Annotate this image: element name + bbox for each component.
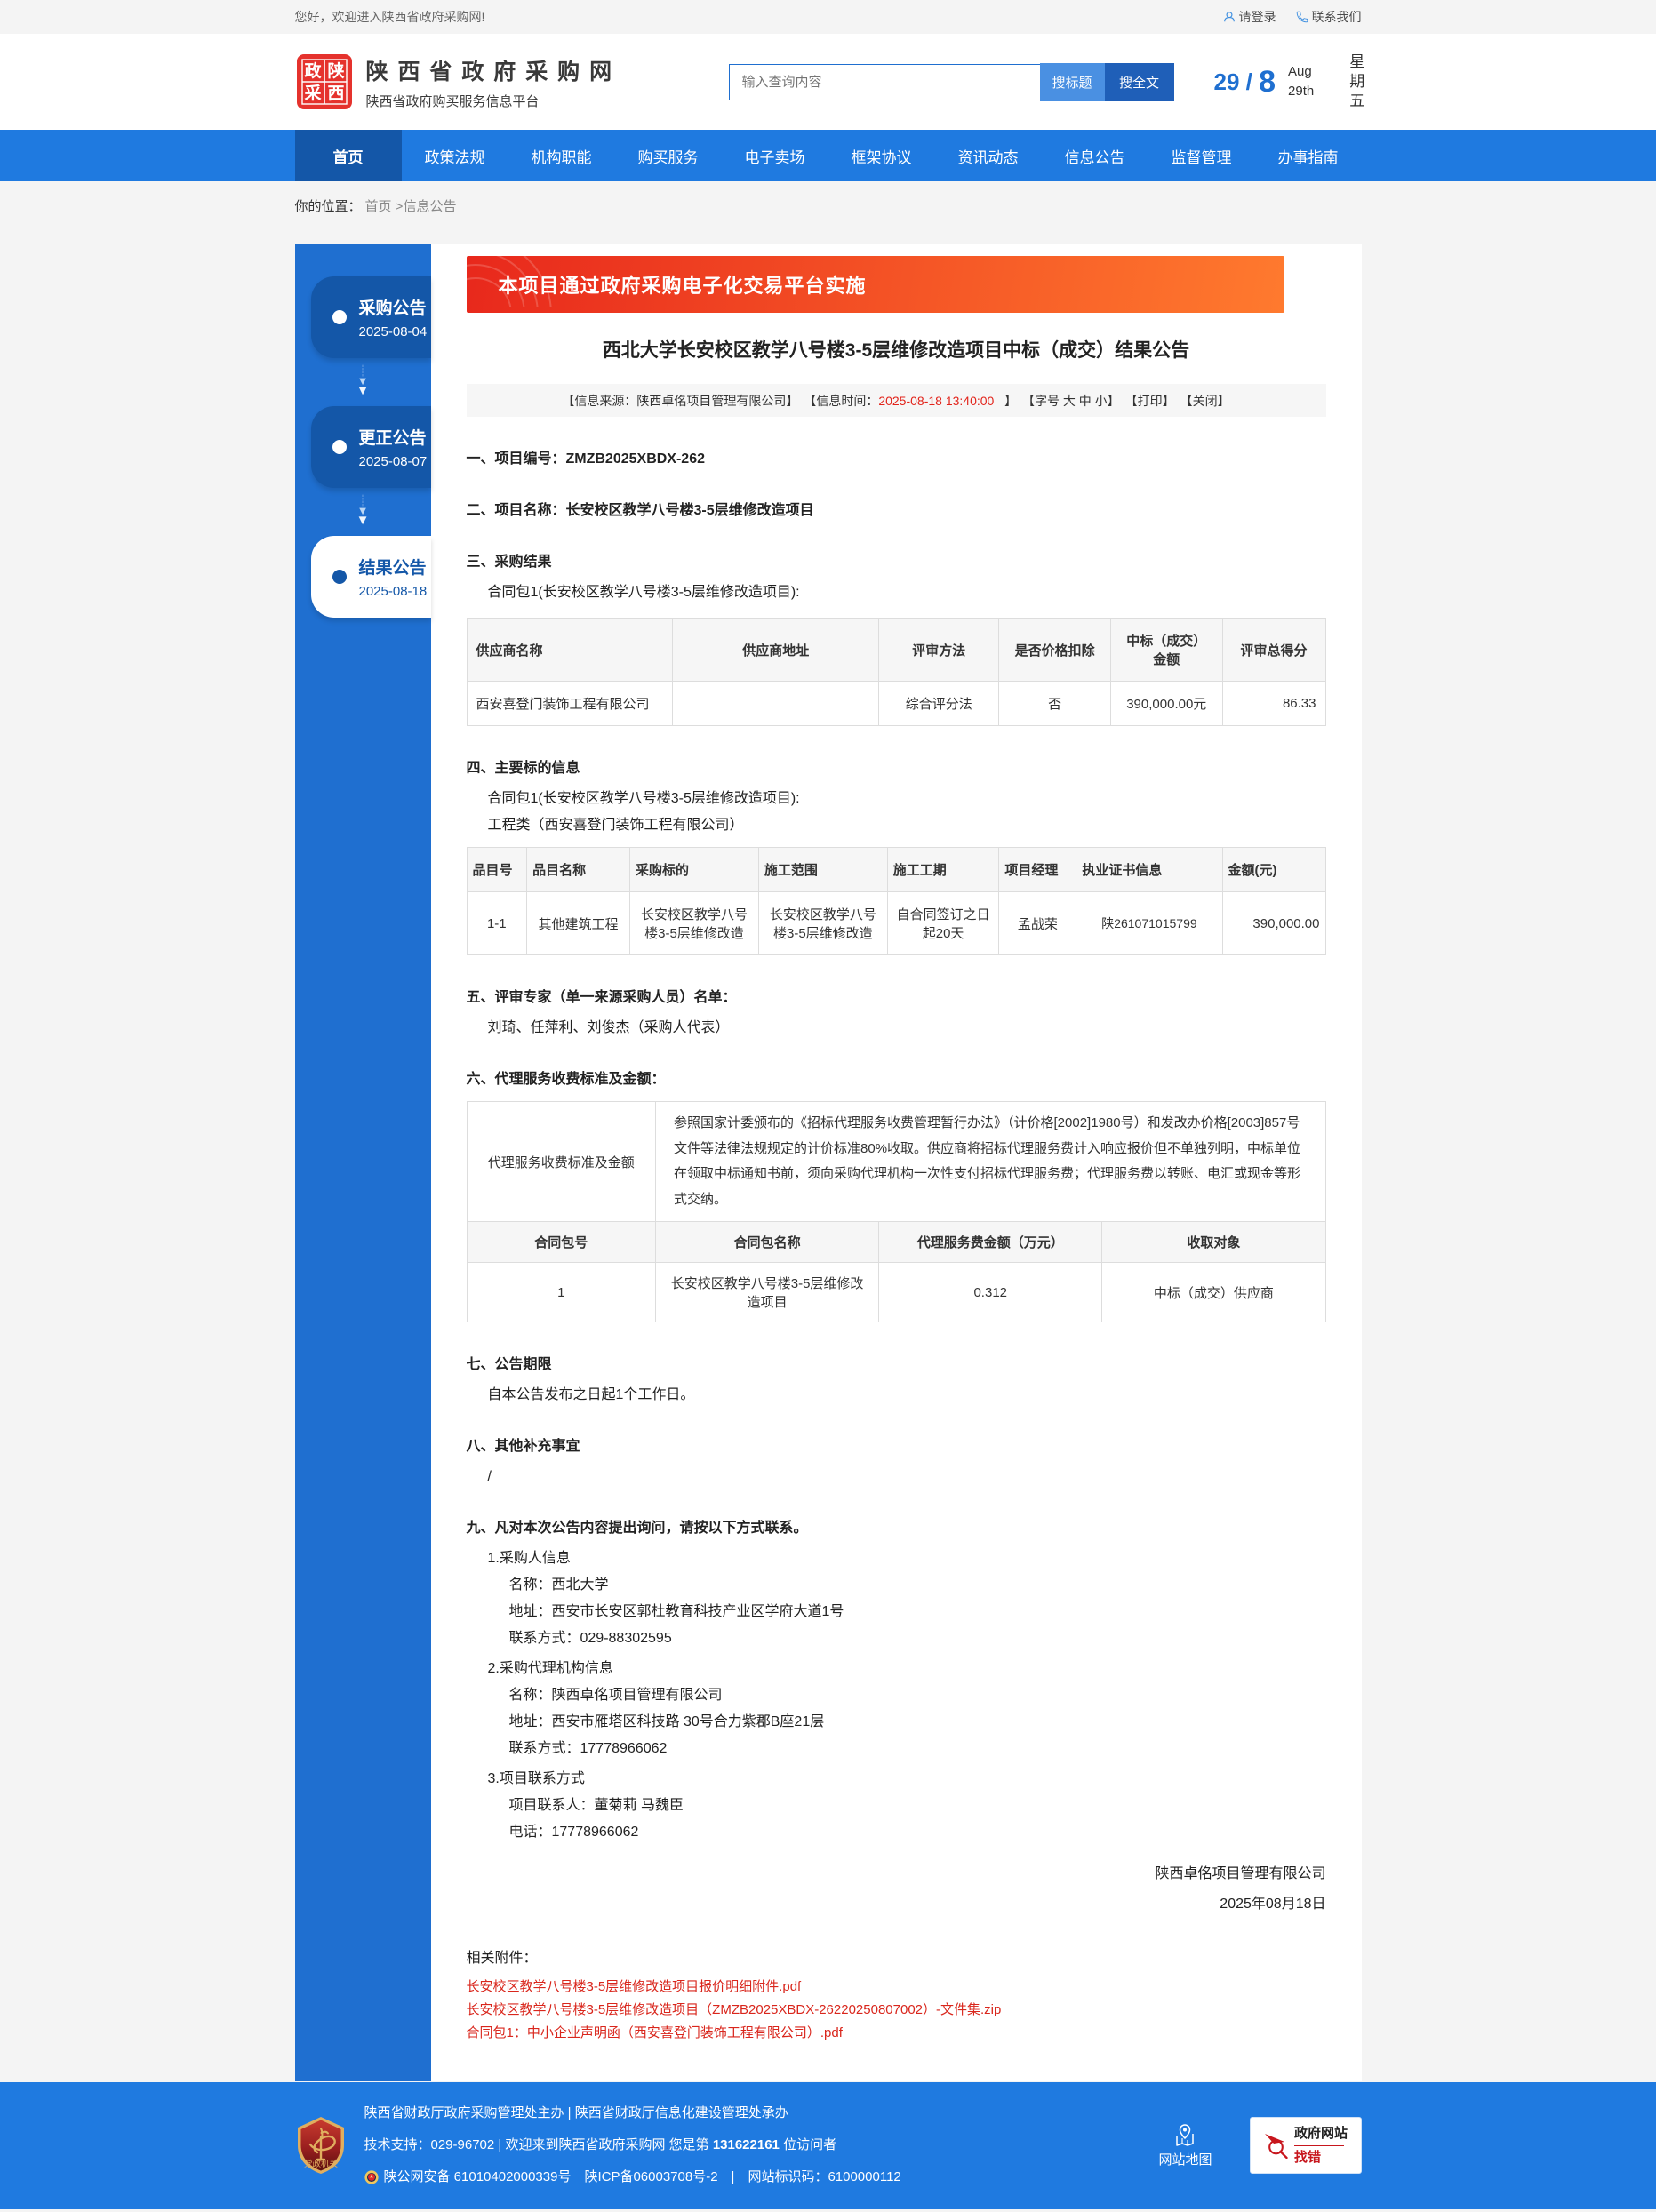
svg-text:政: 政 [304,60,322,81]
svg-text:党政机关: 党政机关 [303,2159,338,2169]
svg-text:西: 西 [327,84,344,103]
svg-text:采: 采 [304,84,321,103]
svg-text:陕: 陕 [327,60,344,81]
